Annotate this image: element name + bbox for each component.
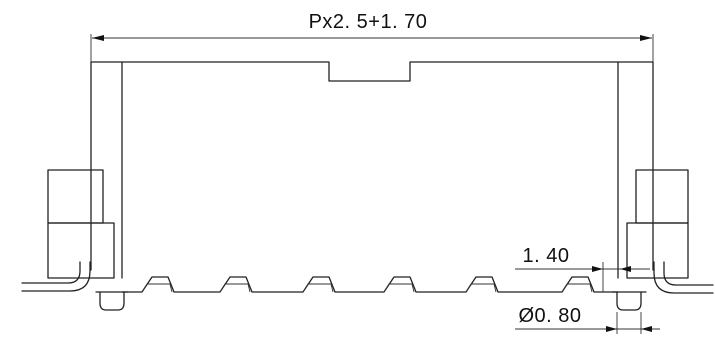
dimension-arrow-left (92, 35, 104, 41)
pin-diameter-arrow-right (641, 326, 652, 332)
bottom-contact-profile (121, 276, 619, 293)
right-solder-tail (653, 261, 714, 294)
contact-window-2 (219, 283, 251, 293)
pitch-offset-arrow-right (620, 266, 631, 272)
contact-window-3 (302, 283, 334, 293)
housing-outline (90, 61, 654, 271)
pitch-offset-arrow-left (592, 266, 603, 272)
right-peg (616, 291, 642, 311)
pin-diameter-arrow-left (606, 326, 617, 332)
overall-width-label: Px2. 5+1. 70 (309, 11, 428, 33)
pitch-offset-label: 1. 40 (523, 245, 570, 267)
pitch-offset-dimension: 1. 40 (515, 245, 650, 292)
contact-window-6 (561, 283, 593, 293)
left-latch-lower-block (47, 222, 115, 279)
pin-diameter-label: Ø0. 80 (518, 305, 581, 327)
locating-pegs (95, 291, 647, 311)
right-latch-upper-block (635, 169, 689, 224)
left-solder-tail (21, 261, 91, 292)
right-latch-lower-block (626, 222, 689, 279)
bottom-contacts (121, 276, 619, 293)
left-peg (99, 291, 125, 311)
left-latch-upper-block (47, 169, 104, 224)
pin-diameter-dimension: Ø0. 80 (515, 305, 660, 334)
connector-housing (90, 61, 654, 279)
contact-window-4 (383, 283, 415, 293)
right-side-latch (626, 169, 714, 294)
contact-window-1 (141, 283, 173, 293)
left-side-latch (21, 169, 115, 292)
dimension-arrow-right (640, 35, 652, 41)
overall-width-dimension: Px2. 5+1. 70 (90, 11, 654, 62)
contact-window-5 (465, 283, 497, 293)
